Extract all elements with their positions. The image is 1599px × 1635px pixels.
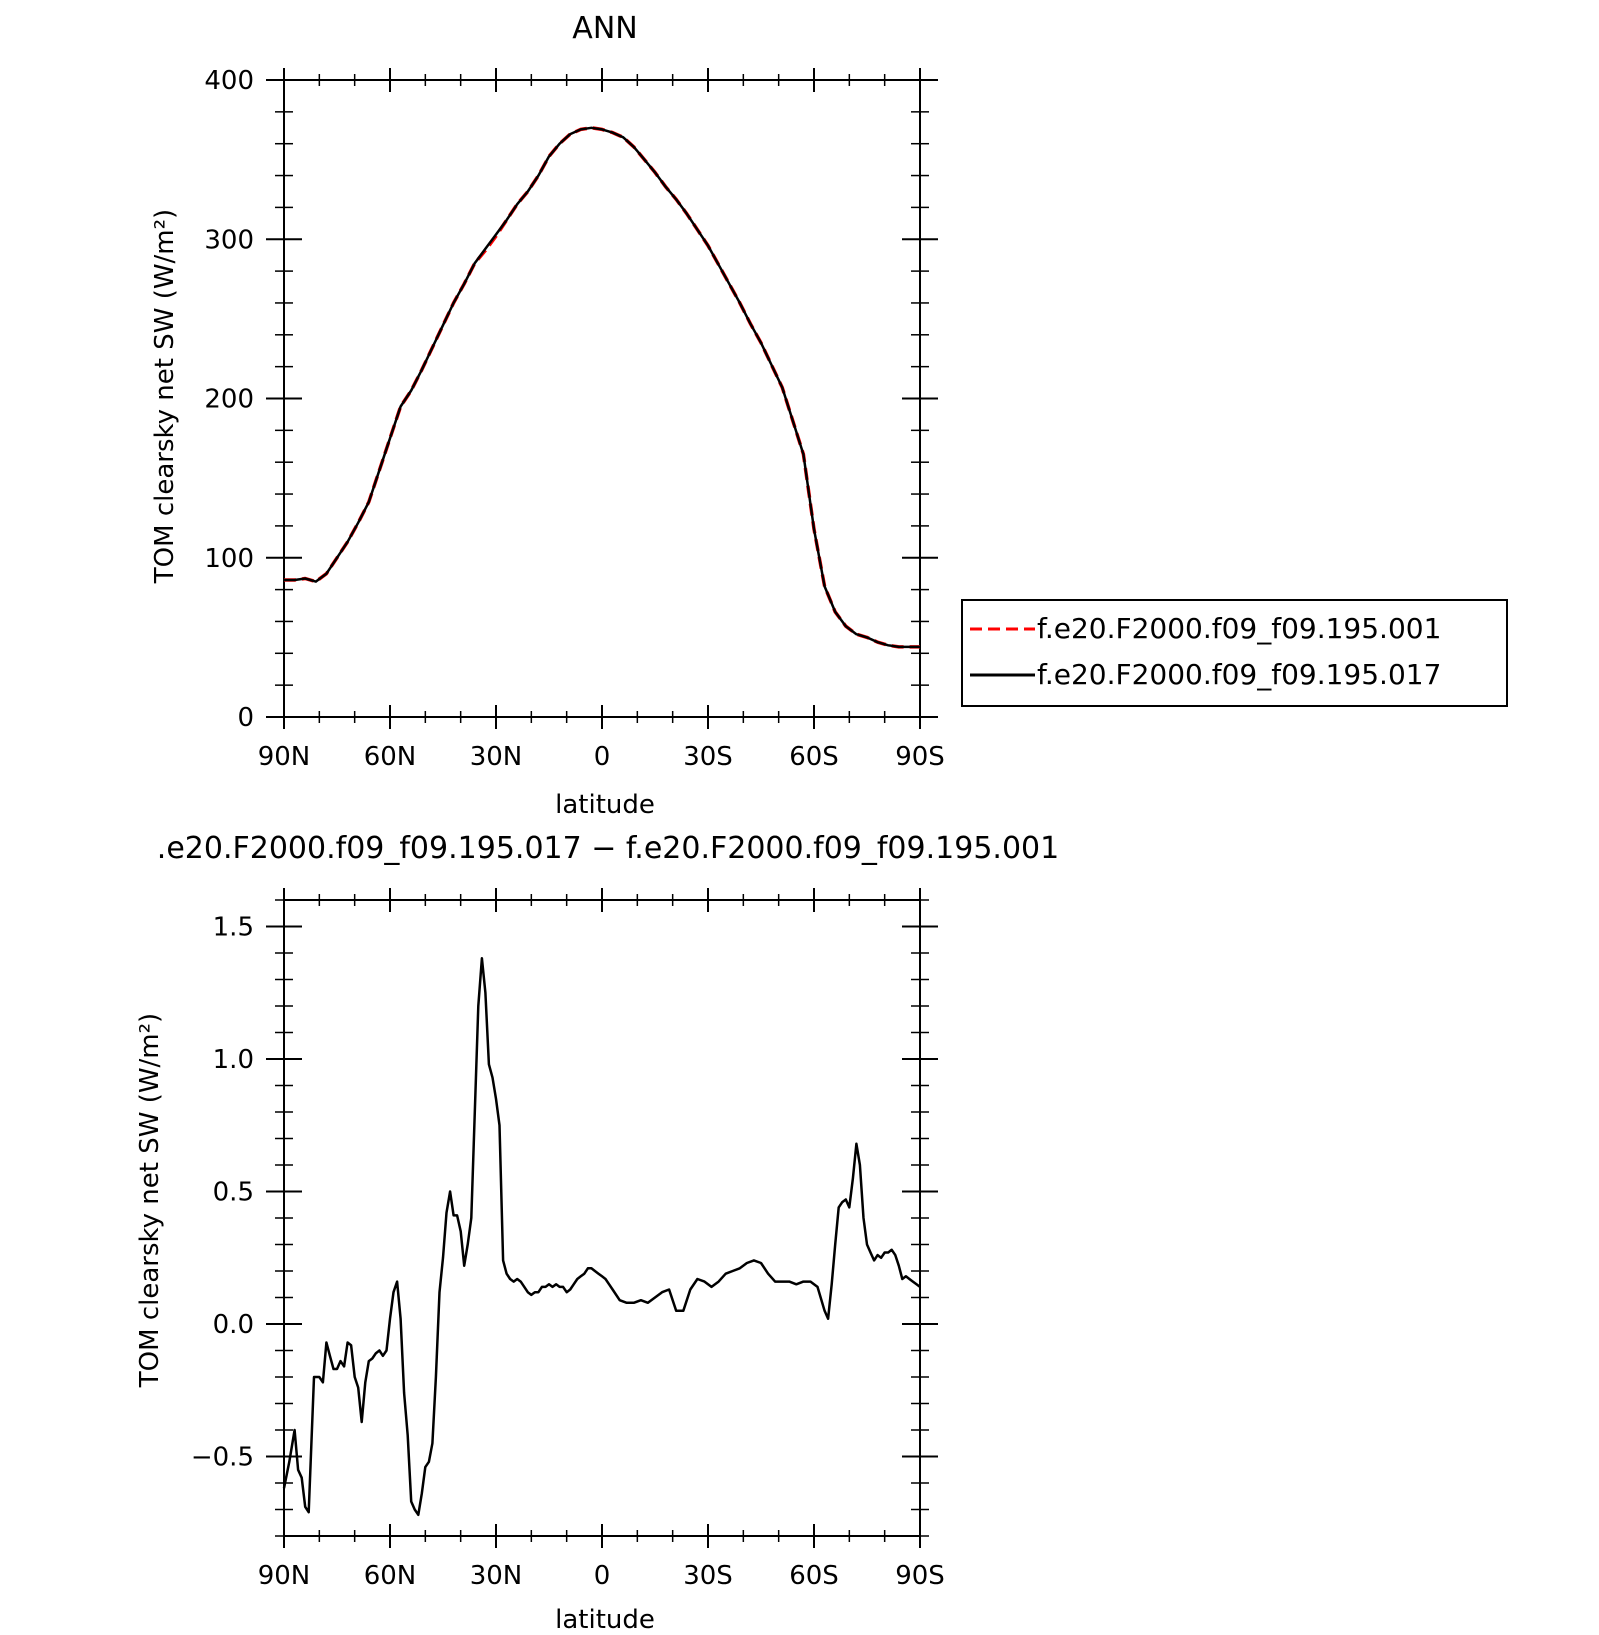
panel-2-y-tick-label: −0.5 [191, 1443, 254, 1473]
panel-1-x-tick-label: 0 [594, 742, 611, 772]
legend-label-series-1: f.e20.F2000.f09_f09.195.001 [1037, 612, 1441, 645]
top-chart-title: ANN [572, 11, 637, 46]
panel-1-x-tick-label: 60S [789, 742, 839, 772]
panel-1-y-tick-label: 0 [237, 703, 254, 733]
panel-1-y-tick-label: 200 [204, 385, 254, 415]
panel-2-x-tick-label: 90S [895, 1561, 945, 1591]
panel-1-frame [283, 79, 921, 718]
panel-1-series-1-line [284, 126, 920, 649]
top-x-axis-label: latitude [555, 790, 655, 820]
panel-2-x-tick-label: 30N [470, 1561, 523, 1591]
panel-1-series-2-line [284, 126, 920, 649]
panel-2-frame [283, 899, 921, 1537]
legend: f.e20.F2000.f09_f09.195.001 f.e20.F2000.… [961, 599, 1508, 707]
panel-1-y-tick-label: 300 [204, 225, 254, 255]
panel-2-x-tick-label: 60S [789, 1561, 839, 1591]
panel-2-y-tick-label: 1.0 [213, 1045, 254, 1075]
bottom-panel: .e20.F2000.f09_f09.195.017 − f.e20.F2000… [135, 831, 1059, 1635]
bottom-chart-title: .e20.F2000.f09_f09.195.017 − f.e20.F2000… [157, 831, 1059, 866]
panel-1-y-tick-label: 400 [204, 66, 254, 96]
panel-2-x-tick-label: 90N [258, 1561, 311, 1591]
panel-2-series-1-line [282, 957, 921, 1517]
panel-2-y-tick-label: 0.5 [213, 1178, 254, 1208]
top-y-axis-label: TOM clearsky net SW (W/m²) [150, 209, 180, 584]
panel-2-x-tick-label: 60N [364, 1561, 417, 1591]
panel-2-y-tick-label: 0.0 [213, 1310, 254, 1340]
legend-label-series-2: f.e20.F2000.f09_f09.195.017 [1037, 658, 1441, 691]
bottom-x-axis-label: latitude [555, 1605, 655, 1635]
legend-box [961, 599, 1508, 707]
top-panel: ANN 90N 60N 30N 0 30S 60S 90S 0 100 200 300 400 lat… [150, 11, 945, 820]
bottom-plot-area: 90N 60N 30N 0 30S 60S 90S −0.5 0.0 0.5 1.0 1.5 [191, 888, 945, 1591]
panel-1-x-tick-label: 60N [364, 742, 417, 772]
panel-1-x-tick-label: 90S [895, 742, 945, 772]
top-plot-area: 90N 60N 30N 0 30S 60S 90S 0 100 200 300 400 [204, 66, 944, 772]
panel-2-y-tick-label: 1.5 [213, 913, 254, 943]
panel-1-x-tick-label: 30S [683, 742, 733, 772]
panel-1-y-tick-label: 100 [204, 544, 254, 574]
panel-2-x-tick-label: 0 [594, 1561, 611, 1591]
panel-1-x-tick-label: 30N [470, 742, 523, 772]
bottom-y-axis-label: TOM clearsky net SW (W/m²) [135, 1013, 165, 1388]
panel-1-x-tick-label: 90N [258, 742, 311, 772]
panel-2-x-tick-label: 30S [683, 1561, 733, 1591]
